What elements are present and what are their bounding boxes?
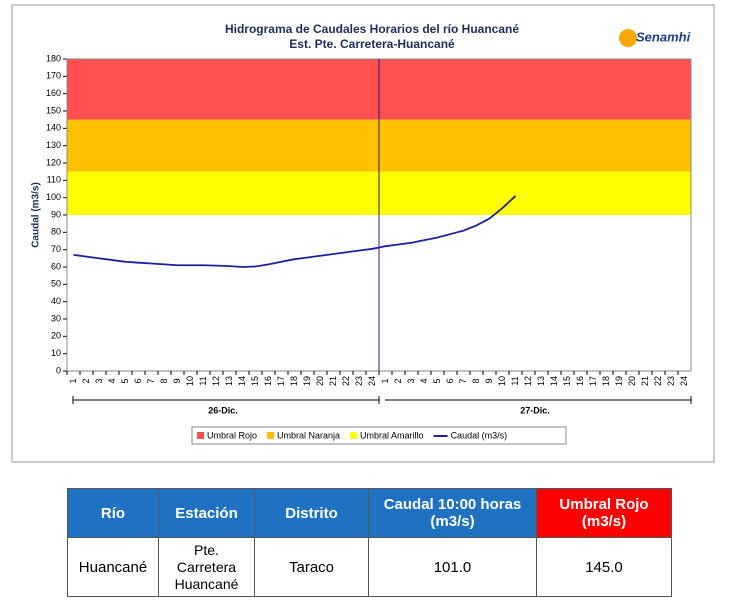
header-row: Río Estación Distrito Caudal 10:00 horas… — [67, 488, 672, 538]
legend-label: Umbral Naranja — [277, 430, 340, 440]
x-tick-label: 20 — [627, 376, 637, 386]
y-tick-label: 100 — [46, 192, 61, 202]
y-tick-label: 10 — [51, 348, 61, 358]
x-tick-label: 4 — [107, 378, 117, 383]
x-tick-label: 13 — [224, 376, 234, 386]
x-tick-label: 17 — [588, 376, 598, 386]
x-tick-label: 8 — [471, 378, 481, 383]
x-tick-label: 11 — [510, 376, 520, 385]
x-tick-label: 16 — [263, 376, 273, 386]
y-tick-label: 40 — [51, 296, 61, 306]
cell: 145.0 — [536, 537, 672, 597]
y-tick-label: 60 — [51, 261, 61, 271]
header-cell: Estación — [158, 488, 255, 538]
group-label: 26-Dic. — [208, 405, 238, 415]
cell: Taraco — [254, 537, 369, 597]
y-tick-label: 90 — [51, 209, 61, 219]
y-tick-label: 80 — [51, 227, 61, 237]
legend-swatch — [197, 432, 204, 439]
x-tick-label: 11 — [198, 376, 208, 385]
cell: Pte. Carretera Huancané — [158, 537, 255, 597]
logo-sun — [619, 29, 637, 47]
x-tick-label: 22 — [653, 376, 663, 386]
legend-label: Caudal (m3/s) — [451, 430, 508, 440]
y-tick-label: 30 — [51, 313, 61, 323]
y-tick-label: 0 — [56, 365, 61, 375]
x-tick-label: 5 — [120, 378, 130, 383]
logo: Senamhi — [636, 29, 691, 44]
x-tick-label: 20 — [315, 376, 325, 386]
x-tick-label: 8 — [159, 378, 169, 383]
y-tick-label: 140 — [46, 123, 61, 133]
x-tick-label: 10 — [497, 376, 507, 386]
x-tick-label: 7 — [458, 378, 468, 383]
y-tick-label: 180 — [46, 53, 61, 63]
chart: Hidrograma de Caudales Horarios del río … — [11, 4, 715, 463]
x-tick-label: 2 — [393, 378, 403, 383]
x-tick-label: 10 — [185, 376, 195, 386]
x-tick-label: 14 — [237, 376, 247, 386]
y-axis-label: Caudal (m3/s) — [31, 182, 42, 248]
header-cell: Caudal 10:00 horas (m3/s) — [368, 488, 537, 538]
chart-title: Hidrograma de Caudales Horarios del río … — [225, 22, 519, 36]
y-tick-label: 130 — [46, 140, 61, 150]
chart-subtitle: Est. Pte. Carretera-Huancané — [289, 37, 455, 51]
y-tick-label: 120 — [46, 157, 61, 167]
x-tick-label: 6 — [445, 378, 455, 383]
y-tick-label: 160 — [46, 88, 61, 98]
group-label: 27-Dic. — [520, 405, 550, 415]
x-tick-label: 1 — [68, 378, 78, 383]
x-tick-label: 18 — [601, 376, 611, 386]
x-tick-label: 7 — [146, 378, 156, 383]
x-tick-label: 21 — [640, 376, 650, 386]
x-tick-label: 22 — [341, 376, 351, 386]
legend-box — [191, 426, 567, 445]
y-tick-label: 170 — [46, 71, 61, 81]
x-tick-label: 3 — [94, 378, 104, 383]
legend-swatch — [350, 432, 358, 439]
x-tick-label: 5 — [432, 378, 442, 383]
x-tick-label: 12 — [523, 376, 533, 386]
x-tick-label: 18 — [289, 376, 299, 386]
x-tick-label: 14 — [549, 376, 559, 386]
x-tick-label: 23 — [666, 376, 676, 386]
header-cell: Río — [67, 488, 159, 538]
x-tick-label: 2 — [81, 378, 91, 383]
legend-label: Umbral Rojo — [207, 430, 257, 440]
x-tick-label: 17 — [276, 376, 286, 386]
x-tick-label: 1 — [380, 378, 390, 383]
header-cell: Umbral Rojo (m3/s) — [536, 488, 672, 538]
x-tick-label: 9 — [172, 378, 182, 383]
x-tick-label: 23 — [354, 376, 364, 386]
x-tick-label: 16 — [575, 376, 585, 386]
cell: Huancané — [67, 537, 159, 597]
x-tick-label: 19 — [302, 376, 312, 386]
x-tick-label: 21 — [328, 376, 338, 386]
cell: 101.0 — [368, 537, 537, 597]
x-tick-label: 15 — [250, 376, 260, 386]
x-tick-label: 6 — [133, 378, 143, 383]
x-tick-label: 15 — [562, 376, 572, 386]
caudal-line — [73, 195, 517, 268]
x-tick-label: 24 — [367, 376, 377, 386]
legend-label: Umbral Amarillo — [360, 430, 424, 440]
y-tick-label: 150 — [46, 105, 61, 115]
x-tick-label: 13 — [536, 376, 546, 386]
x-tick-label: 9 — [484, 378, 494, 383]
table: Río Estación Distrito Caudal 10:00 horas… — [67, 488, 672, 597]
y-tick-label: 70 — [51, 244, 61, 254]
x-tick-label: 19 — [614, 376, 624, 386]
y-tick-label: 20 — [51, 331, 61, 341]
header-cell: Distrito — [254, 488, 369, 538]
x-tick-label: 4 — [419, 378, 429, 383]
x-tick-label: 12 — [211, 376, 221, 386]
legend-swatch — [267, 432, 275, 439]
y-tick-label: 110 — [47, 175, 61, 185]
row: Huancané Pte. Carretera Huancané Taraco … — [67, 537, 672, 597]
y-tick-label: 50 — [51, 279, 61, 289]
x-tick-label: 24 — [679, 376, 689, 386]
x-tick-label: 3 — [406, 378, 416, 383]
